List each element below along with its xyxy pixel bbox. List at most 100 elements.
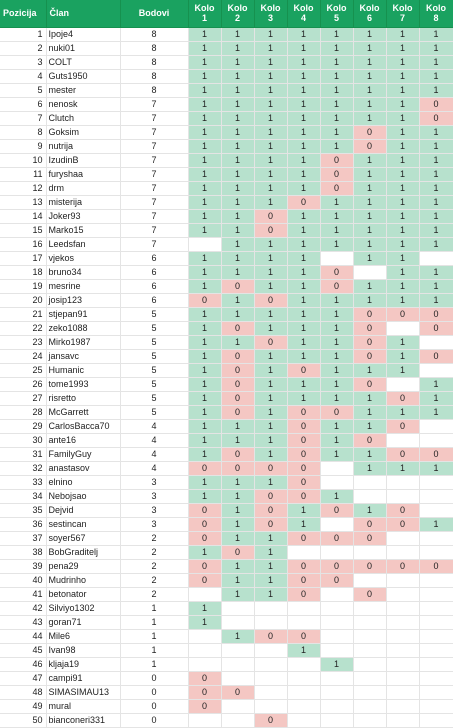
round-1-cell[interactable]: 1 xyxy=(188,279,222,294)
round-8-cell[interactable]: 1 xyxy=(419,167,453,182)
round-7-cell[interactable]: 1 xyxy=(386,111,420,126)
round-6-cell[interactable]: 1 xyxy=(353,405,387,420)
position-cell[interactable]: 14 xyxy=(0,209,47,224)
round-3-cell[interactable]: 0 xyxy=(254,223,288,238)
member-cell[interactable]: mesrine xyxy=(46,279,121,294)
round-4-cell[interactable]: 1 xyxy=(287,167,321,182)
round-2-cell[interactable]: 1 xyxy=(221,83,255,98)
round-5-cell[interactable]: 1 xyxy=(320,69,354,84)
round-7-cell[interactable]: 1 xyxy=(386,237,420,252)
round-8-cell[interactable]: 0 xyxy=(419,349,453,364)
round-4-cell[interactable] xyxy=(287,545,321,560)
round-5-cell[interactable]: 0 xyxy=(320,531,354,546)
round-7-cell[interactable]: 1 xyxy=(386,97,420,112)
round-4-cell[interactable]: 1 xyxy=(287,69,321,84)
round-8-cell[interactable]: 1 xyxy=(419,405,453,420)
round-7-cell[interactable]: 1 xyxy=(386,265,420,280)
round-5-cell[interactable]: 1 xyxy=(320,391,354,406)
position-cell[interactable]: 11 xyxy=(0,167,47,182)
round-8-cell[interactable]: 0 xyxy=(419,559,453,574)
position-cell[interactable]: 24 xyxy=(0,349,47,364)
round-3-cell[interactable]: 1 xyxy=(254,279,288,294)
round-3-cell[interactable]: 1 xyxy=(254,405,288,420)
member-cell[interactable]: sestincan xyxy=(46,517,121,532)
points-cell[interactable]: 3 xyxy=(120,489,189,504)
round-5-cell[interactable]: 1 xyxy=(320,377,354,392)
round-8-cell[interactable]: 1 xyxy=(419,153,453,168)
round-5-cell[interactable]: 0 xyxy=(320,279,354,294)
round-4-cell[interactable]: 0 xyxy=(287,419,321,434)
round-3-cell[interactable]: 0 xyxy=(254,335,288,350)
position-cell[interactable]: 35 xyxy=(0,503,47,518)
round-6-cell[interactable]: 1 xyxy=(353,41,387,56)
round-2-cell[interactable]: 1 xyxy=(221,237,255,252)
member-cell[interactable]: furyshaa xyxy=(46,167,121,182)
round-1-cell[interactable]: 1 xyxy=(188,209,222,224)
position-cell[interactable]: 38 xyxy=(0,545,47,560)
round-1-cell[interactable]: 0 xyxy=(188,685,222,700)
round-7-cell[interactable]: 1 xyxy=(386,167,420,182)
member-cell[interactable]: betonator xyxy=(46,587,121,602)
round-6-cell[interactable]: 0 xyxy=(353,531,387,546)
round-5-cell[interactable]: 1 xyxy=(320,349,354,364)
round-7-cell[interactable]: 1 xyxy=(386,69,420,84)
round-8-cell[interactable]: 1 xyxy=(419,69,453,84)
round-1-cell[interactable]: 1 xyxy=(188,405,222,420)
round-5-cell[interactable]: 1 xyxy=(320,489,354,504)
round-2-cell[interactable]: 1 xyxy=(221,139,255,154)
position-cell[interactable]: 46 xyxy=(0,657,47,672)
round-2-cell[interactable]: 1 xyxy=(221,559,255,574)
position-cell[interactable]: 22 xyxy=(0,321,47,336)
points-cell[interactable]: 8 xyxy=(120,83,189,98)
round-4-cell[interactable]: 1 xyxy=(287,293,321,308)
round-8-cell[interactable] xyxy=(419,573,453,588)
round-6-cell[interactable] xyxy=(353,699,387,714)
round-3-cell[interactable]: 1 xyxy=(254,573,288,588)
points-cell[interactable]: 7 xyxy=(120,181,189,196)
round-3-cell[interactable]: 1 xyxy=(254,391,288,406)
member-cell[interactable]: campi91 xyxy=(46,671,121,686)
round-7-cell[interactable]: 1 xyxy=(386,335,420,350)
round-6-cell[interactable]: 1 xyxy=(353,153,387,168)
round-1-cell[interactable]: 1 xyxy=(188,167,222,182)
round-2-cell[interactable]: 0 xyxy=(221,279,255,294)
round-8-cell[interactable] xyxy=(419,699,453,714)
round-3-cell[interactable]: 1 xyxy=(254,265,288,280)
round-2-cell[interactable]: 1 xyxy=(221,629,255,644)
position-cell[interactable]: 34 xyxy=(0,489,47,504)
round-6-cell[interactable] xyxy=(353,601,387,616)
round-1-cell[interactable]: 1 xyxy=(188,265,222,280)
position-cell[interactable]: 49 xyxy=(0,699,47,714)
member-cell[interactable]: bianconeri331 xyxy=(46,713,121,728)
round-3-cell[interactable]: 0 xyxy=(254,629,288,644)
points-cell[interactable]: 2 xyxy=(120,559,189,574)
round-4-cell[interactable]: 1 xyxy=(287,27,321,42)
round-5-cell[interactable] xyxy=(320,643,354,658)
round-8-cell[interactable] xyxy=(419,685,453,700)
round-2-cell[interactable]: 1 xyxy=(221,503,255,518)
round-5-cell[interactable]: 1 xyxy=(320,307,354,322)
round-4-cell[interactable] xyxy=(287,713,321,728)
round-7-cell[interactable] xyxy=(386,531,420,546)
round-4-cell[interactable]: 1 xyxy=(287,377,321,392)
round-8-cell[interactable]: 1 xyxy=(419,223,453,238)
member-cell[interactable]: pena29 xyxy=(46,559,121,574)
round-4-cell[interactable]: 1 xyxy=(287,125,321,140)
member-cell[interactable]: nenosk xyxy=(46,97,121,112)
round-5-cell[interactable]: 1 xyxy=(320,111,354,126)
member-cell[interactable]: stjepan91 xyxy=(46,307,121,322)
round-2-cell[interactable]: 1 xyxy=(221,517,255,532)
points-cell[interactable]: 7 xyxy=(120,97,189,112)
round-2-cell[interactable]: 1 xyxy=(221,55,255,70)
round-3-cell[interactable]: 1 xyxy=(254,41,288,56)
round-1-cell[interactable] xyxy=(188,629,222,644)
round-1-cell[interactable]: 1 xyxy=(188,125,222,140)
points-cell[interactable]: 1 xyxy=(120,629,189,644)
round-2-cell[interactable]: 1 xyxy=(221,195,255,210)
round-5-cell[interactable]: 1 xyxy=(320,447,354,462)
round-5-cell[interactable]: 1 xyxy=(320,335,354,350)
points-cell[interactable]: 2 xyxy=(120,531,189,546)
round-3-cell[interactable]: 1 xyxy=(254,545,288,560)
round-2-cell[interactable]: 1 xyxy=(221,97,255,112)
round-5-cell[interactable]: 1 xyxy=(320,97,354,112)
